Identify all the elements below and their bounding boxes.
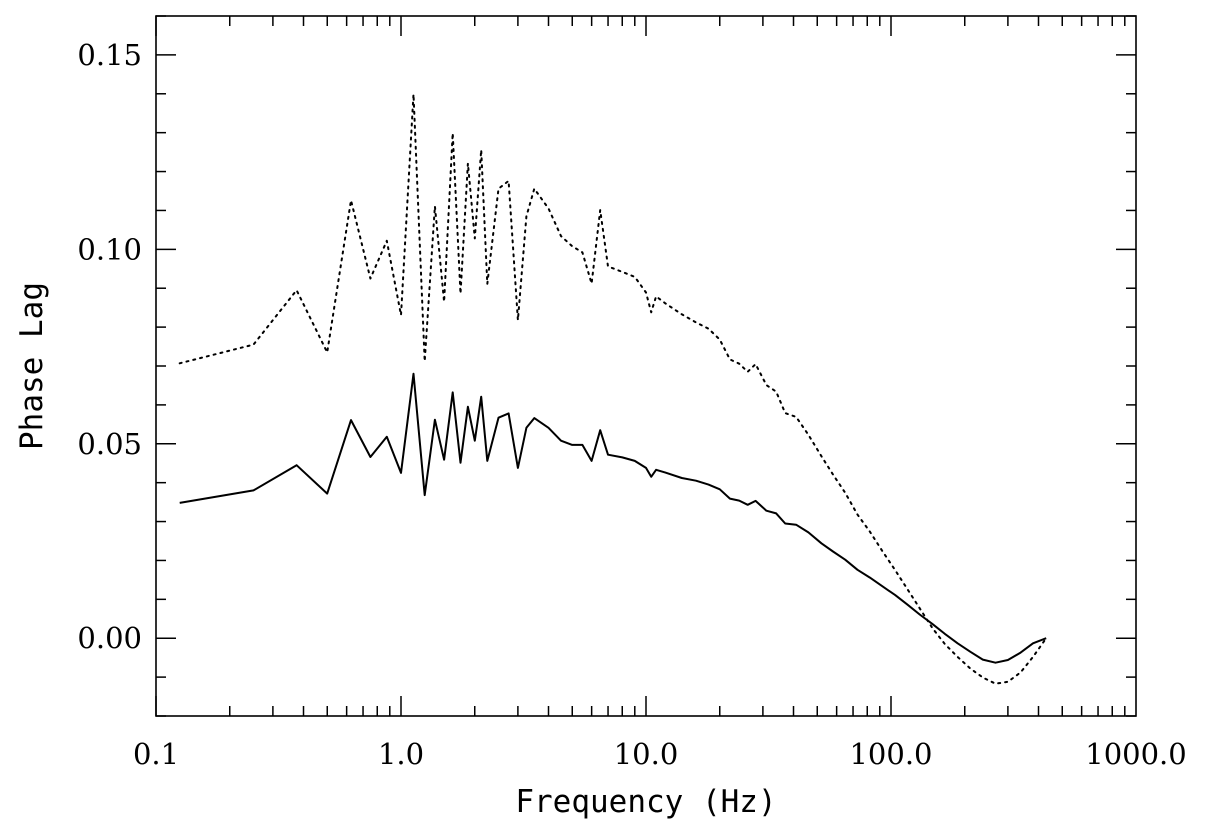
y-tick-label: 0.15 [77,38,142,72]
y-tick-labels: 0.00 0.05 0.10 0.15 [77,38,142,655]
x-tick-label: 10.0 [614,737,679,771]
y-tick-label: 0.10 [77,232,142,266]
axis-ticks [155,15,1136,717]
x-tick-label: 1.0 [378,737,424,771]
x-axis-label: Frequency (Hz) [515,784,776,820]
x-tick-label: 0.1 [133,737,179,771]
y-axis-label: Phase Lag [14,282,50,450]
y-tick-label: 0.05 [77,427,142,461]
plot-frame [155,15,1137,717]
dotted-series-line [178,93,1048,685]
series-layer [178,93,1048,685]
solid-series-line [179,372,1047,664]
x-tick-label: 100.0 [849,737,932,771]
x-tick-label: 1000.0 [1085,737,1186,771]
y-tick-label: 0.00 [77,621,142,655]
x-tick-labels: 0.1 1.0 10.0 100.0 1000.0 [133,737,1187,771]
